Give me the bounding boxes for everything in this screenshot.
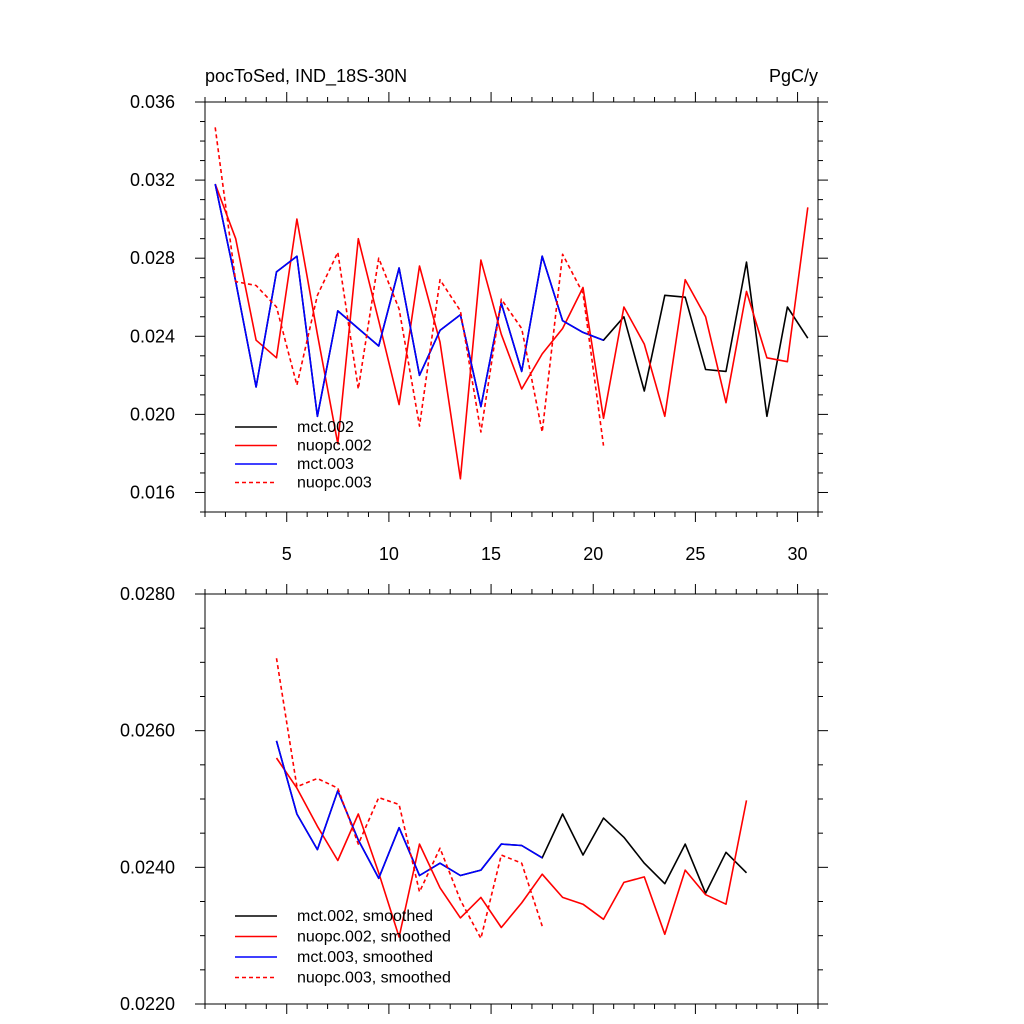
x-tick-label: 20 [583,544,603,564]
y-tick-label: 0.0260 [120,721,175,741]
x-tick-label: 30 [788,544,808,564]
legend-label: mct.003, smoothed [297,949,433,966]
legend-label: nuopc.003, smoothed [297,970,451,987]
series-line-nuopc-003 [214,127,605,446]
y-tick-label: 0.020 [130,404,175,424]
x-tick-label: 25 [685,544,705,564]
legend-label: mct.003 [297,456,354,473]
chart-title-left: pocToSed, IND_18S-30N [205,66,407,87]
series-line-nuopc-002 [214,183,809,480]
series-line-nuopc-002-smoothed [275,757,748,938]
y-tick-label: 0.036 [130,92,175,112]
legend-label: nuopc.002, smoothed [297,929,451,946]
series-line-mct-003-smoothed [275,740,543,880]
y-tick-label: 0.032 [130,170,175,190]
y-tick-label: 0.0280 [120,584,175,604]
y-tick-label: 0.0220 [120,994,175,1014]
legend-label: nuopc.003 [297,475,372,492]
bottom-chart-panel: 0.0220 0.0240 0.0260 0.0280 mct.002, smoothe… [120,584,828,1014]
y-tick-label: 0.028 [130,248,175,268]
y-tick-label: 0.024 [130,326,175,346]
series-line-mct-003 [214,183,604,418]
series-line-nuopc-003-smoothed [275,658,543,940]
x-tick-label: 5 [282,544,292,564]
x-tick-label: 10 [379,544,399,564]
y-tick-label: 0.016 [130,482,175,502]
x-tick-label: 15 [481,544,501,564]
y-tick-label: 0.0240 [120,857,175,877]
legend-label: mct.002 [297,419,354,436]
chart-units-label: PgC/y [769,66,818,86]
legend-label: nuopc.002 [297,438,372,455]
legend-label: mct.002, smoothed [297,908,433,925]
top-chart-panel: pocToSed, IND_18S-30N PgC/y 5 10 15 20 25 30 0… [130,66,828,564]
